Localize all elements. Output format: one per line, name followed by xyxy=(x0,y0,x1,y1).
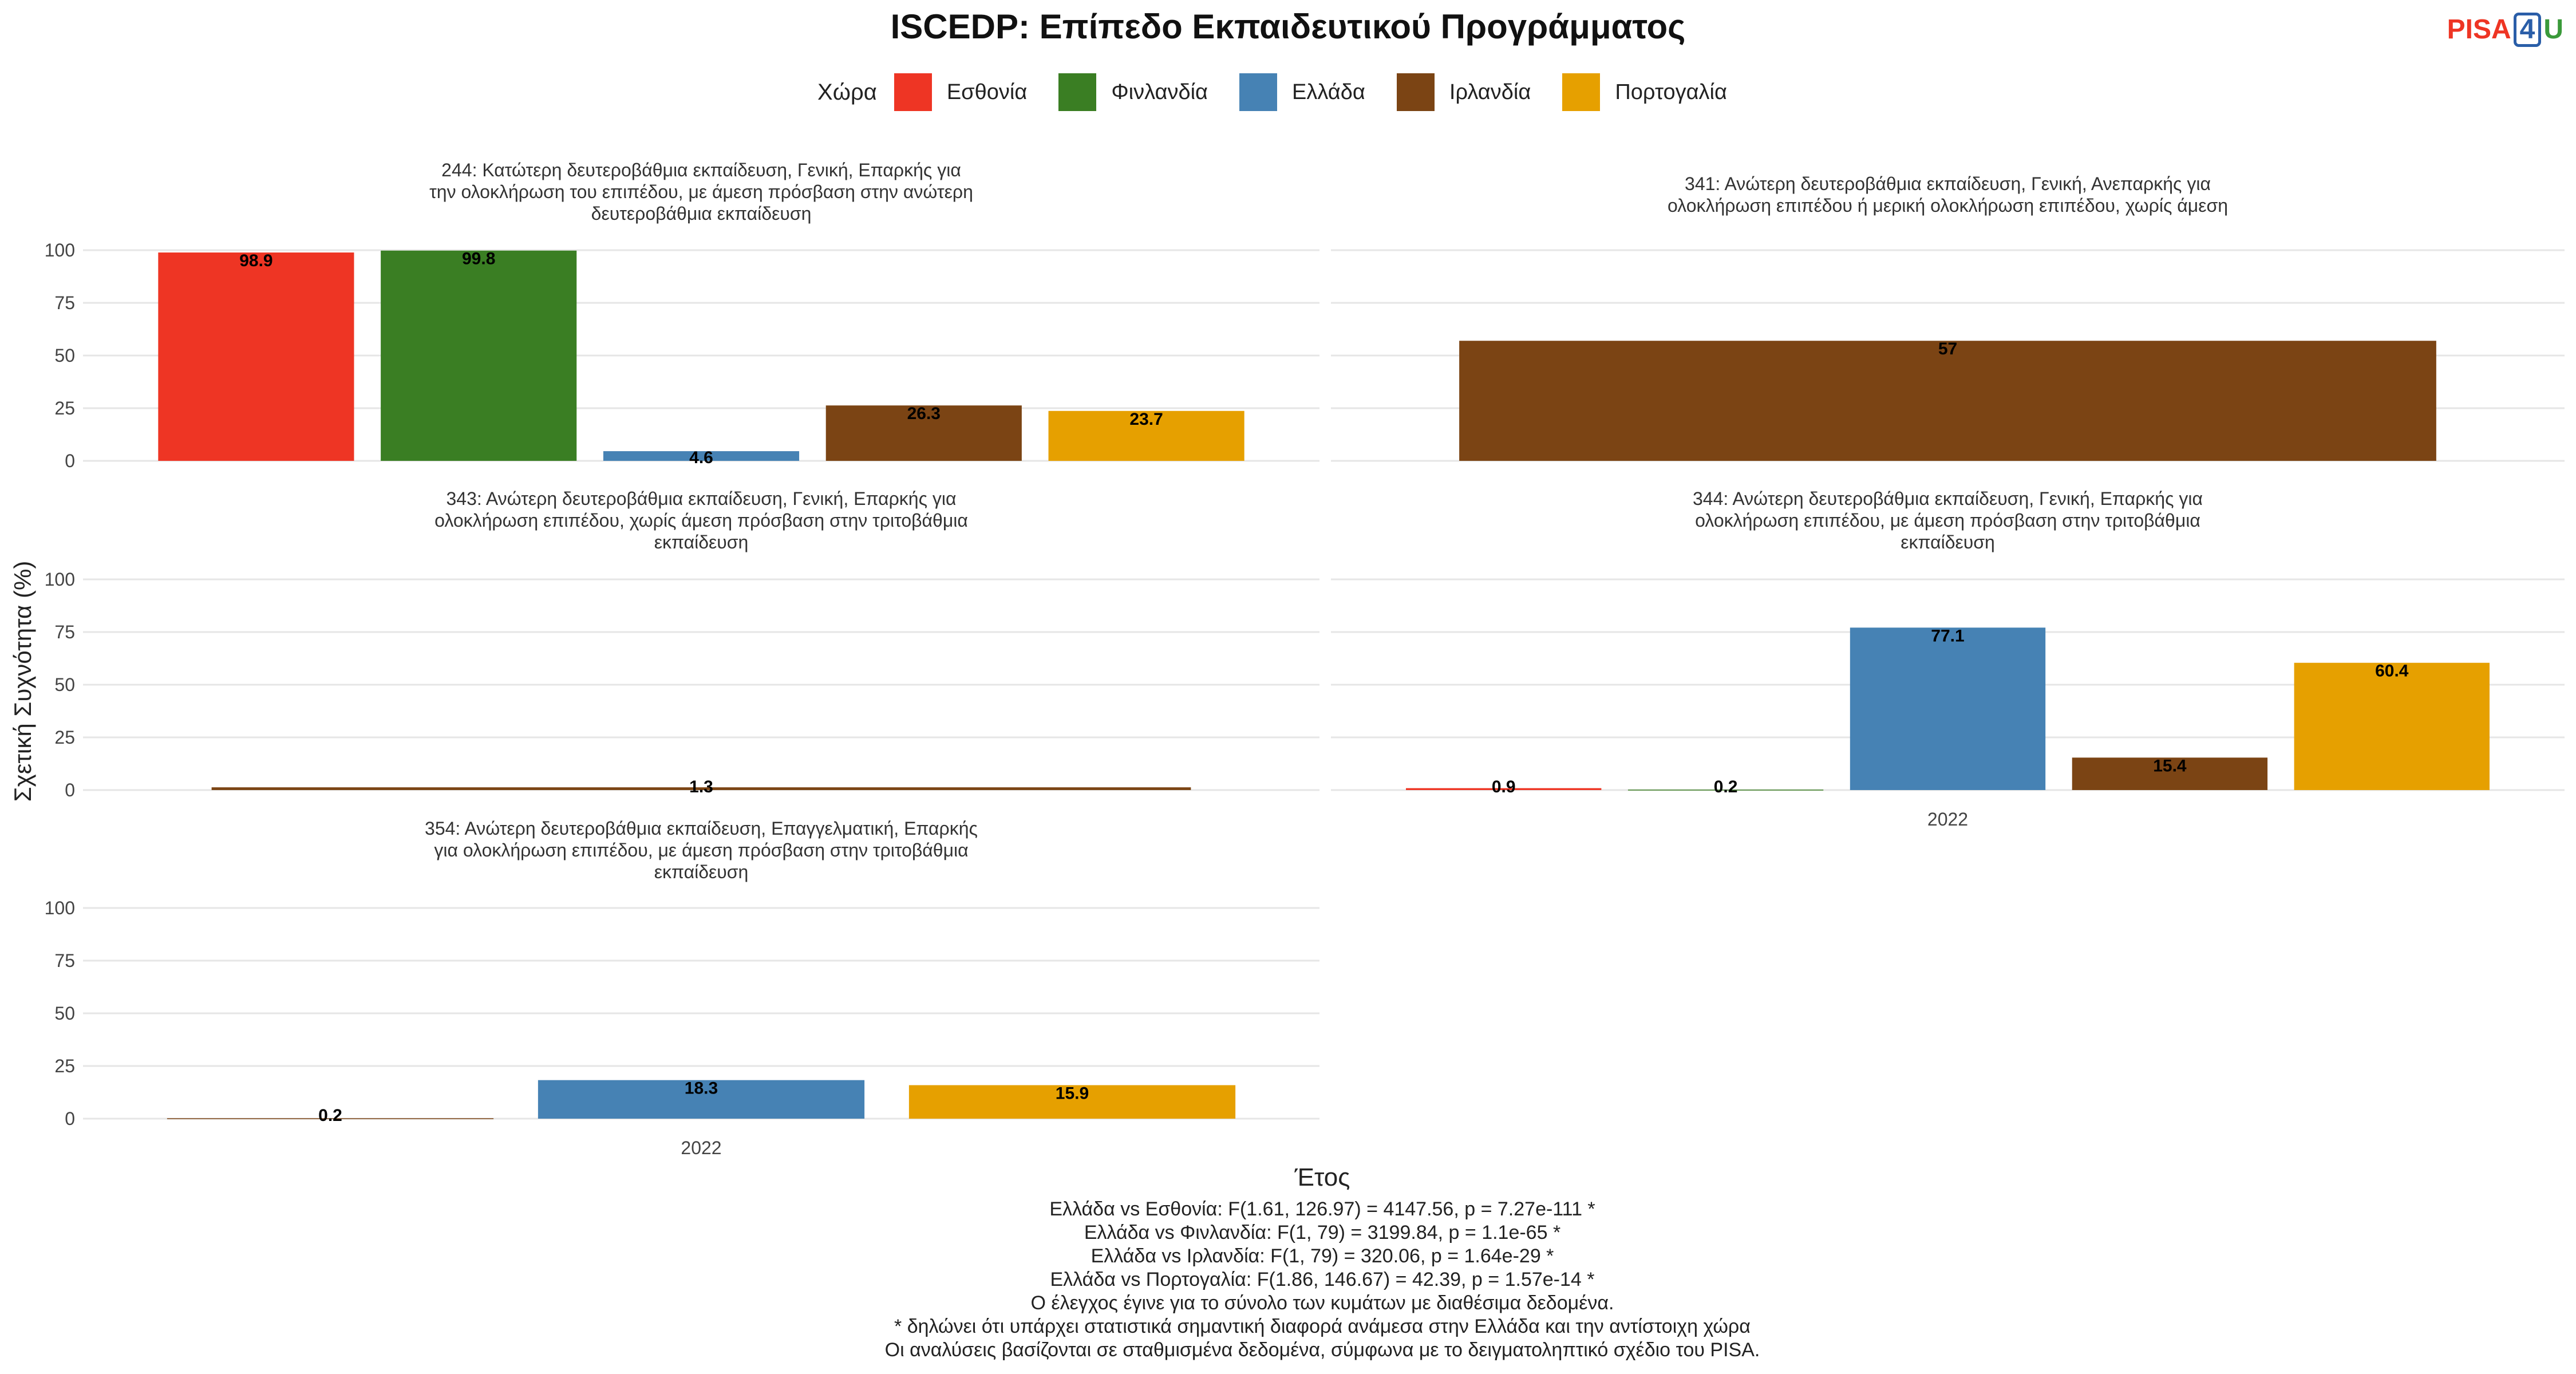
legend-swatch xyxy=(1239,73,1278,111)
facet-title-line: για ολοκλήρωση επιπέδου, με άμεση πρόσβα… xyxy=(434,840,968,860)
y-tick-label: 25 xyxy=(54,727,75,748)
data-label: 0.9 xyxy=(1492,777,1516,796)
data-label: 4.6 xyxy=(689,448,713,467)
bar xyxy=(603,451,800,461)
caption: Ελλάδα vs Εσθονία: F(1.61, 126.97) = 414… xyxy=(0,1198,2576,1362)
bar xyxy=(1627,789,1824,791)
bar xyxy=(2072,757,2268,790)
bar xyxy=(211,787,1191,790)
data-label: 0.2 xyxy=(1714,777,1738,796)
facet-title-line: 244: Κατώτερη δευτεροβάθμια εκπαίδευση, … xyxy=(441,160,961,180)
caption-line: Ελλάδα vs Φινλανδία: F(1, 79) = 3199.84,… xyxy=(1084,1222,1561,1243)
facet-title-line: 341: Ανώτερη δευτεροβάθμια εκπαίδευση, Γ… xyxy=(1685,173,2211,194)
y-tick-label: 25 xyxy=(54,1056,75,1076)
data-label: 23.7 xyxy=(1129,410,1163,429)
data-label: 1.3 xyxy=(689,777,713,796)
y-tick-label: 50 xyxy=(54,345,75,366)
bar xyxy=(1459,341,2436,461)
bar xyxy=(167,1118,494,1119)
legend-item-estonia: Εσθονία xyxy=(894,73,1027,111)
data-label: 18.3 xyxy=(685,1079,718,1098)
facet-title-line: εκπαίδευση xyxy=(654,532,749,552)
x-tick-label: 2022 xyxy=(681,1138,721,1158)
facet-title-line: εκπαίδευση xyxy=(1901,532,1995,552)
facet-title-line: ολοκλήρωση επιπέδου ή μερική ολοκλήρωση … xyxy=(1668,195,2228,216)
bar xyxy=(908,1085,1236,1119)
legend: Χώρα Εσθονία Φινλανδία Ελλάδα Ιρλανδία Π… xyxy=(0,73,2576,111)
legend-label: Ιρλανδία xyxy=(1449,80,1531,104)
facet-title-line: 344: Ανώτερη δευτεροβάθμια εκπαίδευση, Γ… xyxy=(1693,488,2203,509)
y-tick-label: 25 xyxy=(54,398,75,418)
caption-line: Ελλάδα vs Ιρλανδία: F(1, 79) = 320.06, p… xyxy=(1091,1245,1554,1267)
logo-text-four: 4 xyxy=(2513,13,2542,47)
bar xyxy=(2294,662,2490,790)
facet-title-line: εκπαίδευση xyxy=(654,862,749,882)
bar xyxy=(538,1080,865,1119)
bar xyxy=(1048,410,1244,461)
legend-swatch xyxy=(894,73,932,111)
facet-title-line: 354: Ανώτερη δευτεροβάθμια εκπαίδευση, Ε… xyxy=(425,818,978,839)
data-label: 98.9 xyxy=(239,251,272,270)
bar xyxy=(1850,627,2046,790)
caption-line: Ο έλεγχος έγινε για το σύνολο των κυμάτω… xyxy=(1030,1292,1614,1314)
data-label: 26.3 xyxy=(907,404,941,423)
bar xyxy=(381,250,577,461)
data-label: 99.8 xyxy=(462,250,495,269)
bar xyxy=(158,252,354,461)
data-label: 15.4 xyxy=(2153,756,2187,775)
facet-title-line: δευτεροβάθμια εκπαίδευση xyxy=(591,203,812,224)
legend-swatch xyxy=(1396,73,1435,111)
facet-title-line: ολοκλήρωση επιπέδου, με άμεση πρόσβαση σ… xyxy=(1695,510,2200,531)
x-tick-label: 2022 xyxy=(1927,809,1968,830)
y-tick-label: 0 xyxy=(65,451,75,471)
y-tick-label: 0 xyxy=(65,780,75,800)
legend-item-finland: Φινλανδία xyxy=(1058,73,1208,111)
legend-label: Ελλάδα xyxy=(1292,80,1365,104)
facet-title-line: ολοκλήρωση επιπέδου, χωρίς άμεση πρόσβασ… xyxy=(434,510,968,531)
logo-text-u: U xyxy=(2543,14,2563,45)
y-tick-label: 75 xyxy=(54,293,75,313)
data-label: 0.2 xyxy=(318,1106,342,1125)
y-tick-label: 75 xyxy=(54,622,75,642)
y-tick-label: 75 xyxy=(54,950,75,971)
legend-swatch xyxy=(1562,73,1601,111)
legend-item-ireland: Ιρλανδία xyxy=(1396,73,1531,111)
legend-label: Φινλανδία xyxy=(1111,80,1208,104)
x-axis-label: Έτος xyxy=(1294,1163,1350,1191)
data-label: 57 xyxy=(1938,339,1957,358)
caption-line: Ελλάδα vs Εσθονία: F(1.61, 126.97) = 414… xyxy=(1049,1198,1595,1220)
y-tick-label: 50 xyxy=(54,674,75,695)
legend-label: Πορτογαλία xyxy=(1615,80,1727,104)
y-tick-label: 100 xyxy=(45,240,75,260)
legend-title: Χώρα xyxy=(817,79,877,105)
facet-title-line: 343: Ανώτερη δευτεροβάθμια εκπαίδευση, Γ… xyxy=(447,488,957,509)
bar xyxy=(1406,788,1602,790)
pisa4u-logo: PISA 4 U xyxy=(2447,13,2563,47)
logo-text-pisa: PISA xyxy=(2447,14,2511,45)
facet-title-line: την ολοκλήρωση του επιπέδου, με άμεση πρ… xyxy=(429,181,973,202)
data-label: 77.1 xyxy=(1931,626,1964,645)
legend-item-portugal: Πορτογαλία xyxy=(1562,73,1727,111)
legend-label: Εσθονία xyxy=(946,80,1028,104)
bar xyxy=(825,405,1022,461)
legend-swatch xyxy=(1058,73,1097,111)
chart-title: ISCEDP: Επίπεδο Εκπαιδευτικού Προγράμματ… xyxy=(890,7,1686,46)
y-tick-label: 100 xyxy=(45,569,75,590)
data-label: 15.9 xyxy=(1056,1084,1089,1103)
y-tick-label: 50 xyxy=(54,1003,75,1024)
legend-item-greece: Ελλάδα xyxy=(1239,73,1365,111)
data-label: 60.4 xyxy=(2375,662,2409,681)
caption-line: * δηλώνει ότι υπάρχει στατιστικά σημαντι… xyxy=(894,1316,1751,1337)
y-tick-label: 100 xyxy=(45,898,75,918)
y-tick-label: 0 xyxy=(65,1108,75,1129)
caption-line: Οι αναλύσεις βασίζονται σε σταθμισμένα δ… xyxy=(884,1339,1760,1361)
caption-line: Ελλάδα vs Πορτογαλία: F(1.86, 146.67) = … xyxy=(1050,1269,1595,1290)
